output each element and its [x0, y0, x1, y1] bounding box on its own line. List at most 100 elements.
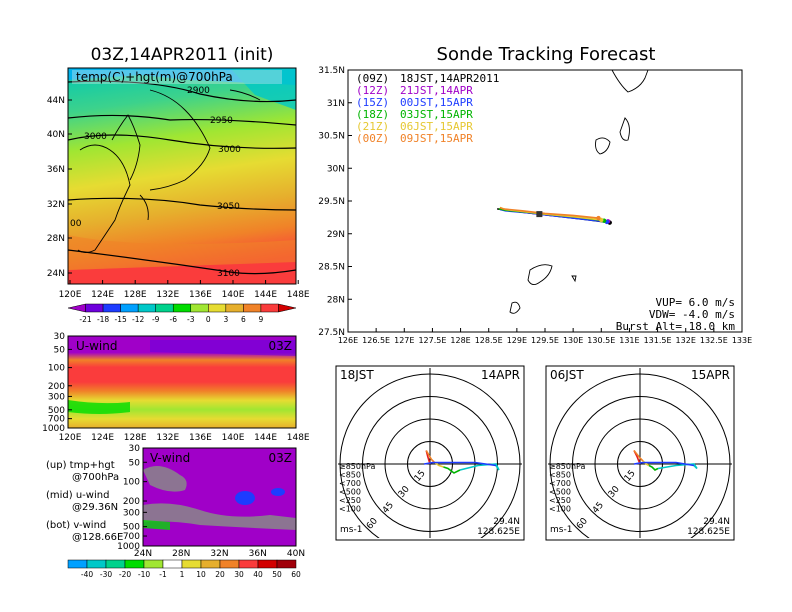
- lon-tick-label: 129E: [507, 336, 527, 345]
- hodograph-date: 15APR: [691, 368, 730, 382]
- pressure-tick-label: 300: [123, 508, 140, 518]
- pressure-tick-label: 30: [129, 444, 141, 454]
- map-lat-ticks: 44N 40N 36N 32N 28N 24N: [47, 96, 72, 279]
- sonde-track-line: [499, 206, 599, 219]
- colorbar-label: 10: [196, 570, 206, 579]
- colorbar-swatch: [162, 559, 183, 569]
- lon-tick-label: 131E: [619, 336, 639, 345]
- lon-tick-label: 126.5E: [362, 336, 390, 345]
- pressure-tick-label: 500: [123, 523, 140, 533]
- lon-tick-label: 120E: [59, 290, 82, 300]
- legend-time: 03JST,15APR: [400, 108, 473, 121]
- colorbar-swatch: [276, 559, 297, 569]
- colorbar-swatch: [105, 559, 126, 569]
- lon-tick-label: 136E: [189, 290, 212, 300]
- colorbar-label: -30: [100, 570, 112, 579]
- uwind-time: 03Z: [269, 339, 293, 353]
- vwind-colorbar: -40 -30 -20 -10 -1 1 10 20 30 40 50 60: [67, 559, 301, 579]
- colorbar-label: -20: [119, 570, 131, 579]
- pressure-tick-label: 700: [48, 415, 65, 425]
- hodograph-level-label: <850: [339, 471, 361, 480]
- hodograph-units: ms-1: [550, 525, 572, 535]
- colorbar-label: 30: [234, 570, 244, 579]
- hodograph-trace: [423, 461, 497, 467]
- temperature-map: [67, 67, 297, 285]
- colorbar-label: -6: [169, 315, 177, 324]
- legend-time: 09JST,15APR: [400, 132, 473, 145]
- hodograph-level-label: <250: [549, 496, 571, 505]
- uwind-label: U-wind: [76, 339, 117, 353]
- lat-tick-label: 32N: [210, 549, 228, 559]
- lat-tick-label: 31N: [327, 99, 345, 109]
- contour-label: 00: [70, 219, 82, 229]
- lon-tick-label: 126E: [338, 336, 358, 345]
- hodograph-lat: 29.4N: [703, 517, 730, 527]
- param-burst: Burst Alt= 18.0 km: [616, 320, 736, 333]
- hodograph-level-label: <100: [339, 505, 361, 514]
- colorbar-swatch: [143, 559, 164, 569]
- legend-code: (12Z): [356, 84, 389, 97]
- hodograph-time: 18JST: [340, 368, 374, 382]
- lat-tick-label: 28N: [327, 295, 345, 305]
- note-bot-line1: (bot) v-wind: [46, 520, 106, 531]
- hodograph-level-label: <500: [549, 488, 571, 497]
- pressure-tick-label: 1000: [117, 542, 140, 552]
- vwind-panel: [142, 447, 297, 547]
- lon-tick-label: 132E: [156, 433, 179, 443]
- param-vdw: VDW= -4.0 m/s: [649, 308, 735, 321]
- hodograph-lon: 128.625E: [477, 527, 520, 537]
- map-colorbar: -21 -18 -15 -12 -9 -6 -3 0 3 6 9: [67, 303, 297, 324]
- colorbar-swatch: [181, 559, 202, 569]
- pressure-tick-label: 700: [123, 532, 140, 542]
- colorbar-swatch: [260, 303, 279, 313]
- colorbar-swatch: [190, 303, 209, 313]
- lon-tick-label: 132.5E: [700, 336, 728, 345]
- note-mid-line2: @29.36N: [72, 502, 118, 513]
- colorbar-swatch: [120, 303, 139, 313]
- lon-tick-label: 128E: [450, 336, 470, 345]
- lat-tick-label: 29.5N: [318, 197, 345, 207]
- lat-tick-label: 36N: [249, 549, 267, 559]
- param-vup: VUP= 6.0 m/s: [656, 296, 735, 309]
- sonde-end-point: [596, 215, 601, 221]
- hodograph-level-label: <250: [339, 496, 361, 505]
- contour-label: 3100: [217, 269, 240, 279]
- lat-tick-label: 29N: [327, 230, 345, 240]
- lat-tick-label: 40N: [47, 130, 65, 140]
- lat-tick-label: 28N: [172, 549, 190, 559]
- pressure-tick-label: 100: [48, 364, 65, 374]
- uwind-lon-ticks: 120E 124E 128E 132E 136E 140E 144E 148E: [59, 433, 310, 443]
- pressure-tick-label: 300: [48, 392, 65, 402]
- colorbar-label: 40: [253, 570, 263, 579]
- hodograph-date: 14APR: [481, 368, 520, 382]
- tracking-lon-ticks: 126E 126.5E 127E 127.5E 128E 128.5E 129E 129.5E…: [338, 328, 752, 345]
- pressure-tick-label: 500: [48, 406, 65, 416]
- lat-tick-label: 28N: [47, 234, 65, 244]
- colorbar-label: 60: [291, 570, 301, 579]
- note-up-line1: (up) tmp+hgt: [46, 460, 115, 471]
- map-label: temp(C)+hgt(m)@700hPa: [76, 70, 233, 84]
- contour-label: 2900: [187, 86, 210, 96]
- hodograph-trace: [633, 450, 644, 462]
- left-title: 03Z,14APR2011 (init): [91, 45, 274, 65]
- lat-tick-label: 31.5N: [318, 66, 345, 76]
- right-title: Sonde Tracking Forecast: [437, 44, 656, 65]
- colorbar-swatch: [243, 303, 262, 313]
- colorbar-swatch: [67, 303, 86, 313]
- lon-tick-label: 133E: [732, 336, 752, 345]
- uwind-panel: [67, 335, 297, 429]
- hodograph-trace: [434, 461, 444, 468]
- pressure-tick-label: 50: [54, 345, 66, 355]
- colorbar-swatch: [86, 559, 107, 569]
- colorbar-label: 9: [259, 315, 264, 324]
- contour-label: 2950: [210, 116, 233, 126]
- pressure-tick-label: 200: [123, 497, 140, 507]
- colorbar-label: -40: [81, 570, 93, 579]
- hodograph-trace: [657, 463, 698, 470]
- lon-tick-label: 140E: [222, 290, 245, 300]
- colorbar-label: 50: [272, 570, 282, 579]
- tracking-lat-ticks: 31.5N 31N 30.5N 30N 29.5N 29N 28.5N 28N 27.5N: [318, 66, 352, 338]
